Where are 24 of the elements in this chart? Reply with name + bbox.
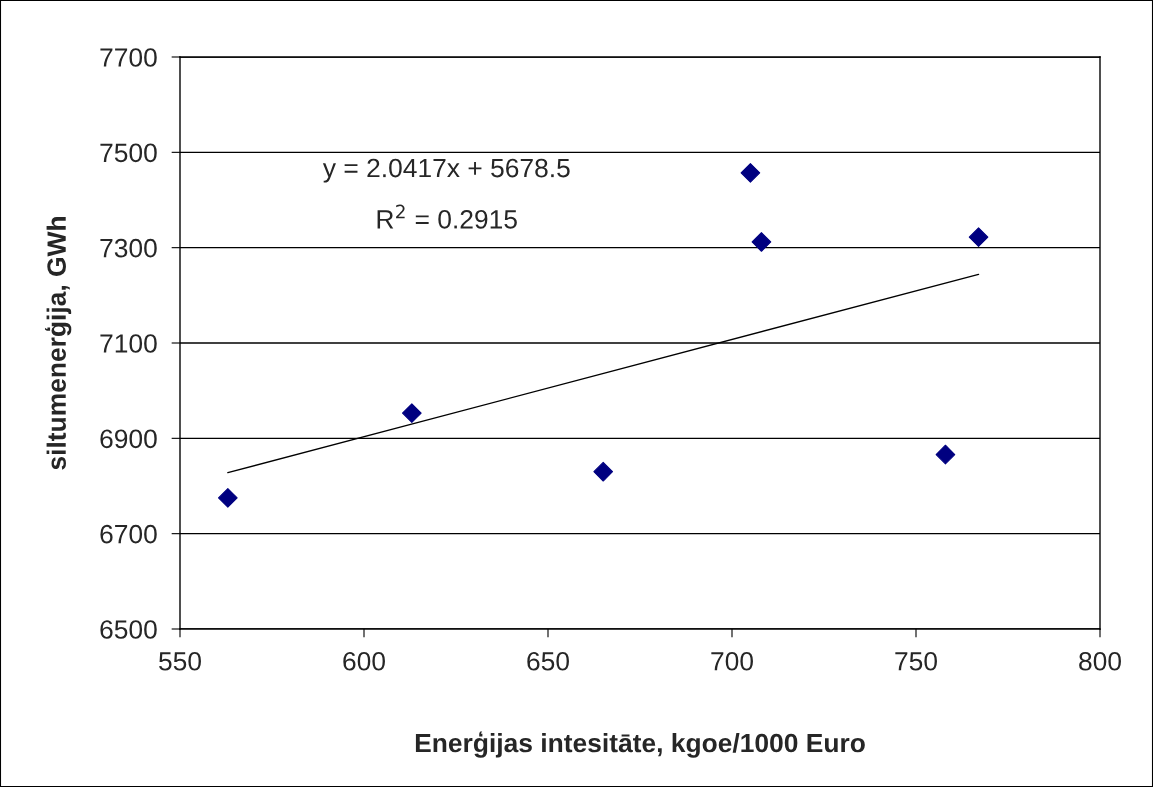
y-tick-label: 6900 — [100, 429, 157, 449]
y-axis-title: siltumenerģija, GWh — [44, 217, 72, 470]
x-tick-label: 800 — [1079, 651, 1121, 671]
y-tick-label: 7700 — [100, 48, 157, 67]
point — [935, 444, 956, 465]
annotation: R$^{2}$ = 0.2915 — [377, 204, 517, 229]
point — [401, 403, 422, 423]
point — [593, 461, 614, 482]
x-tick-label: 550 — [159, 651, 201, 671]
x-axis-title: Enerģijas intesitāte, kgoe/1000 Euro — [415, 731, 865, 758]
y-tick-label: 6500 — [100, 620, 157, 639]
x-tick-label: 650 — [527, 651, 569, 671]
point — [740, 162, 761, 183]
annotation: y = 2.0417x + 5678.5 — [322, 158, 570, 183]
x-tick-label: 700 — [711, 651, 753, 671]
y-tick-label: 7300 — [100, 238, 157, 258]
x-tick-label: 600 — [343, 651, 385, 671]
y-tick-label: 7500 — [100, 143, 157, 163]
y-tick-label: 7100 — [100, 334, 157, 353]
x-tick-label: 750 — [895, 651, 937, 671]
point — [217, 488, 238, 508]
y-tick-label: 6700 — [100, 524, 157, 544]
point — [751, 232, 772, 252]
point — [968, 227, 989, 248]
